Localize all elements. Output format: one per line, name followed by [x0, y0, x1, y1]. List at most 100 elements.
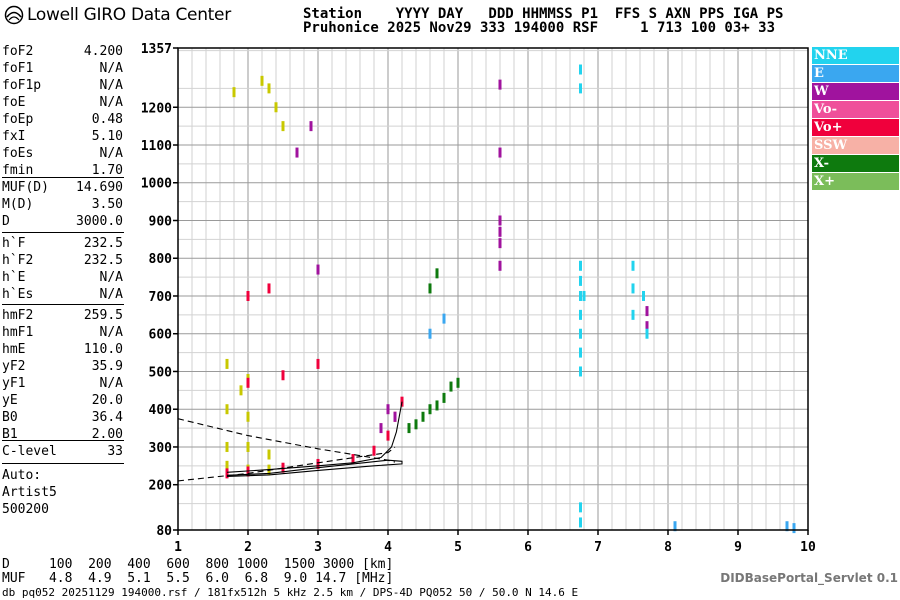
param-name: foEs — [2, 146, 34, 161]
param-value: 110.0 — [83, 342, 123, 357]
param-name: h`Es — [2, 287, 34, 302]
x-tick-label: 1 — [174, 540, 182, 555]
echo-point-x- — [260, 75, 264, 86]
echo-point-x- — [428, 283, 432, 294]
echo-point-x- — [232, 87, 236, 98]
param-row: foEp 0.48 — [2, 111, 123, 128]
param-row: hmF1 N/A — [2, 324, 123, 341]
params-divider — [2, 177, 124, 178]
param-value: N/A — [99, 325, 123, 340]
param-value: N/A — [99, 146, 123, 161]
legend-item-vo-minus: Vo- — [812, 101, 899, 118]
param-row: hmE 110.0 — [2, 341, 123, 358]
echo-point-x- — [407, 423, 411, 434]
param-name: C-level — [2, 444, 57, 459]
param-value: 0.48 — [91, 112, 123, 127]
param-name: foF1 — [2, 61, 34, 76]
echo-point-vo- — [246, 290, 250, 301]
echo-point-x- — [246, 411, 250, 422]
param-name: foF2 — [2, 44, 34, 59]
params-group-2: MUF(D) 14.690 M(D) 3.50 D 3000.0 — [2, 179, 123, 230]
echo-point-e — [673, 521, 677, 532]
param-name: foF1p — [2, 78, 42, 93]
params-divider — [2, 232, 124, 233]
echo-point-x- — [442, 392, 446, 403]
echo-point-vo- — [281, 370, 285, 381]
param-row: yF2 35.9 — [2, 358, 123, 375]
echo-point-nne — [582, 290, 586, 301]
param-value: 3000.0 — [76, 214, 123, 229]
echo-point-nne — [579, 83, 582, 94]
echo-point-nne — [579, 328, 582, 339]
echo-point-x- — [225, 441, 229, 452]
echo-point-nne — [631, 283, 635, 294]
echo-point-w — [498, 79, 502, 90]
param-value: 1.70 — [91, 163, 123, 178]
station-header-line-1: Station YYYY DAY DDD HHMMSS P1 FFS S AXN… — [303, 6, 784, 22]
logo-text: Lowell GIRO Data Center — [27, 5, 231, 25]
param-value: 2.00 — [91, 427, 123, 442]
echo-point-x- — [435, 268, 439, 279]
echo-point-x- — [421, 411, 425, 422]
param-row: foF2 4.200 — [2, 43, 123, 60]
echo-point-vo- — [351, 454, 355, 465]
y-tick-label: 900 — [149, 214, 173, 229]
legend-item-ssw: SSW — [812, 137, 899, 154]
param-value: 232.5 — [83, 253, 123, 268]
plot-axes: 1 2 3 4 5 6 7 8 9 10 80 200 300 400 500 600 700 800 900 100… — [141, 42, 816, 555]
echo-point-e — [428, 328, 432, 339]
echo-point-x- — [239, 385, 243, 396]
param-name: h`E — [2, 270, 26, 285]
y-tick-label: 1000 — [141, 177, 172, 192]
param-value: N/A — [99, 61, 123, 76]
param-value: N/A — [99, 95, 123, 110]
param-row: h`F 232.5 — [2, 235, 123, 252]
param-value: N/A — [99, 270, 123, 285]
echo-point-nne — [579, 347, 582, 358]
param-row: h`E N/A — [2, 269, 123, 286]
params-group-1: foF2 4.200 foF1 N/A foF1p N/A foE N/A foEp 0.… — [2, 43, 123, 179]
echo-point-x- — [414, 419, 418, 430]
echo-point-x- — [225, 404, 229, 415]
param-value: 20.0 — [91, 393, 123, 408]
echo-point-w — [498, 147, 502, 158]
param-row: h`F2 232.5 — [2, 252, 123, 269]
y-tick-label: 300 — [149, 441, 173, 456]
param-name: D — [2, 214, 10, 229]
param-row: M(D) 3.50 — [2, 196, 123, 213]
y-tick-label: 1357 — [141, 42, 172, 57]
echo-point-w — [386, 404, 390, 415]
plot-points — [225, 64, 796, 534]
auto-label: Auto: — [2, 468, 42, 483]
legend-item-vo-plus: Vo+ — [812, 119, 899, 136]
param-name: fmin — [2, 163, 34, 178]
echo-point-w — [393, 411, 397, 422]
param-value: N/A — [99, 78, 123, 93]
param-name: yE — [2, 393, 18, 408]
echo-point-nne — [579, 275, 582, 286]
param-name: h`F2 — [2, 253, 34, 268]
y-tick-label: 80 — [156, 524, 172, 539]
echo-point-nne — [579, 309, 582, 320]
param-row: hmF2 259.5 — [2, 307, 123, 324]
portal-label: DIDBasePortal_Servlet 0.1 — [720, 571, 898, 585]
footer-info: db pq052 20251129 194000.rsf / 181fx512h… — [2, 586, 579, 599]
echo-point-x- — [449, 381, 453, 392]
echo-point-e — [785, 521, 789, 532]
echo-point-nne — [579, 517, 582, 528]
legend-item-e: E — [812, 65, 899, 82]
param-name: hmF2 — [2, 308, 34, 323]
echo-point-nne — [579, 502, 582, 513]
echo-point-x- — [274, 102, 278, 113]
echo-point-vo- — [267, 283, 271, 294]
echo-point-w — [498, 226, 502, 237]
plot-frame — [177, 47, 809, 531]
echo-point-x- — [281, 121, 285, 132]
echo-point-w — [309, 121, 313, 132]
trace-dashed-line — [177, 446, 396, 482]
y-tick-label: 400 — [149, 403, 173, 418]
echo-point-vo- — [372, 445, 376, 456]
param-value: 14.690 — [76, 180, 123, 195]
param-name: fxI — [2, 129, 26, 144]
param-name: B0 — [2, 410, 18, 425]
